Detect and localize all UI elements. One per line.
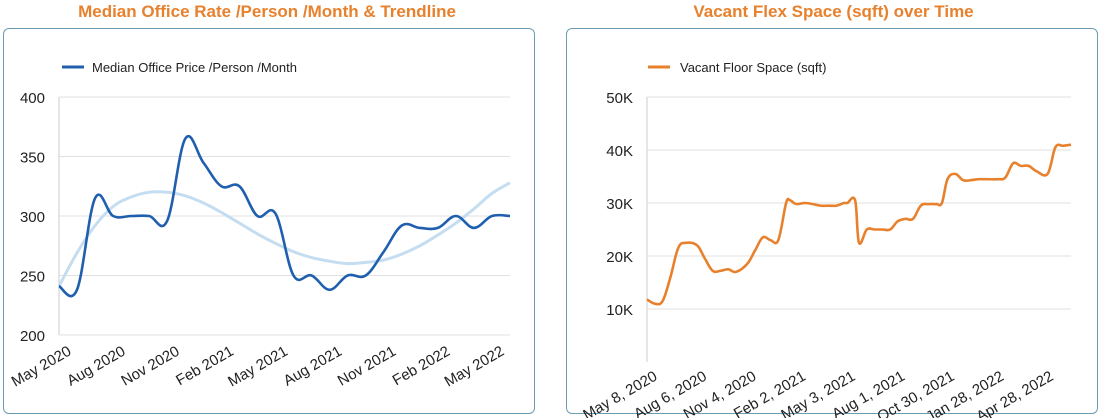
x-tick-label-left: Aug 2021 bbox=[281, 343, 345, 390]
y-tick-label-left: 400 bbox=[20, 90, 45, 107]
right-chart-title: Vacant Flex Space (sqft) over Time bbox=[693, 2, 974, 21]
trendline-left bbox=[57, 181, 511, 287]
legend-label-right: Vacant Floor Space (sqft) bbox=[680, 60, 826, 75]
y-tick-label-right: 40K bbox=[606, 143, 633, 160]
y-tick-label-right: 50K bbox=[606, 90, 633, 107]
x-tick-label-left: Nov 2020 bbox=[118, 343, 182, 390]
series-line-right bbox=[646, 143, 1072, 306]
right-chart-panel bbox=[566, 28, 1098, 414]
y-tick-label-right: 20K bbox=[606, 249, 633, 266]
y-tick-label-left: 300 bbox=[20, 209, 45, 226]
series-line-left bbox=[58, 135, 511, 298]
y-tick-label-right: 30K bbox=[606, 196, 633, 213]
y-tick-label-left: 350 bbox=[20, 150, 45, 167]
y-tick-label-right: 10K bbox=[606, 302, 633, 319]
x-tick-label-left: May 2021 bbox=[225, 343, 291, 391]
x-tick-label-left: Feb 2022 bbox=[390, 343, 453, 389]
x-tick-label-left: Nov 2021 bbox=[335, 343, 399, 390]
y-tick-label-left: 200 bbox=[20, 328, 45, 345]
x-tick-label-left: May 2022 bbox=[442, 343, 508, 391]
y-tick-label-left: 250 bbox=[20, 269, 45, 286]
x-tick-label-left: Feb 2021 bbox=[173, 343, 236, 389]
legend-label-left: Median Office Price /Person /Month bbox=[92, 60, 297, 75]
x-tick-label-left: Aug 2020 bbox=[64, 343, 128, 390]
left-chart-title: Median Office Rate /Person /Month & Tren… bbox=[78, 2, 456, 21]
x-tick-label-left: May 2020 bbox=[9, 343, 75, 391]
